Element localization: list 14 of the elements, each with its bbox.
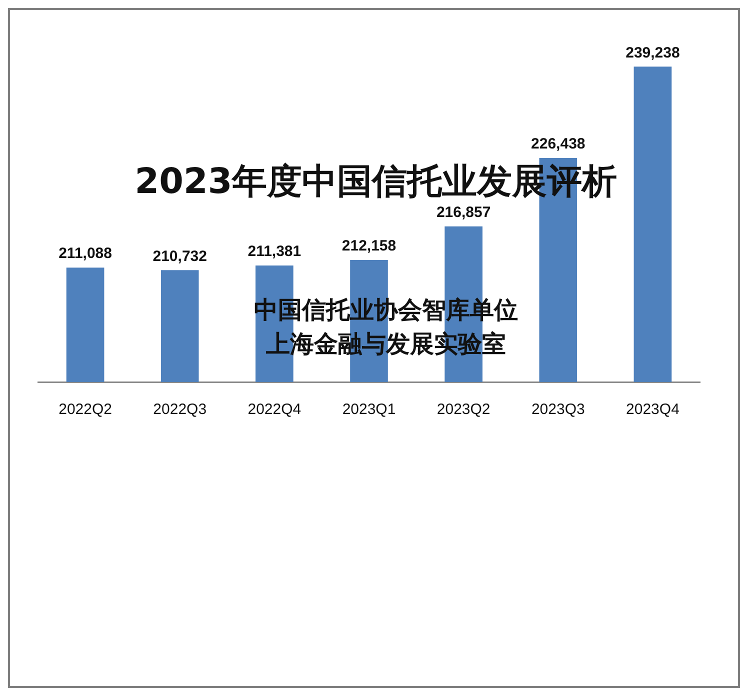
x-tick-label: 2023Q3	[531, 401, 585, 418]
x-tick-label: 2022Q3	[153, 401, 207, 418]
data-label: 216,857	[436, 204, 491, 222]
x-tick-label: 2023Q2	[436, 401, 490, 418]
data-label: 239,238	[626, 44, 680, 62]
data-label: 212,158	[342, 238, 396, 255]
x-tick-label: 2023Q1	[342, 401, 396, 418]
x-tick-label: 2023Q4	[626, 401, 680, 418]
data-label: 210,732	[152, 248, 207, 265]
x-tick-label: 2022Q4	[248, 401, 302, 418]
data-label: 226,438	[531, 136, 586, 153]
data-label: 211,088	[58, 245, 112, 262]
x-tick-label: 2022Q2	[58, 401, 112, 418]
data-label: 211,381	[248, 243, 302, 260]
